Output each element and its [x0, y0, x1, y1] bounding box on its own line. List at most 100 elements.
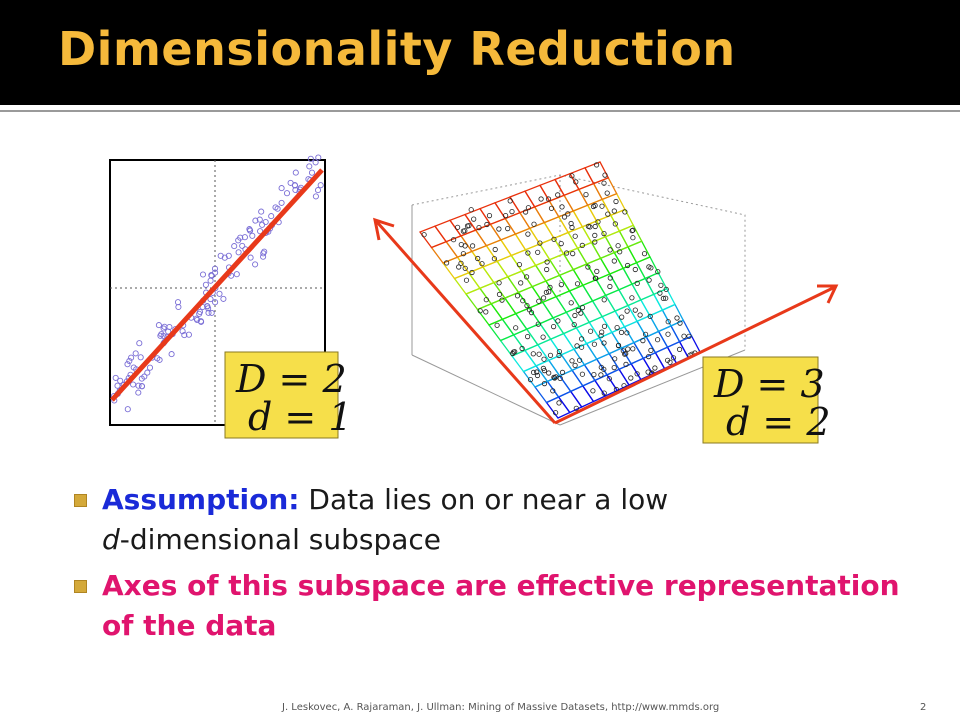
surface-point [570, 251, 576, 257]
scatter-point [291, 182, 298, 189]
surface-point [601, 390, 607, 396]
surface-point [574, 343, 580, 349]
surface-point [579, 304, 586, 311]
surface-point [469, 269, 475, 276]
surface-point [454, 224, 461, 230]
surface-point [544, 266, 550, 273]
surface-point [534, 372, 541, 379]
surface-point [677, 320, 683, 326]
surface-point [611, 208, 617, 214]
surface-point [559, 204, 565, 210]
scatter-point [317, 182, 324, 189]
mesh-cell [644, 271, 668, 296]
surface-point [629, 228, 635, 234]
surface-point [460, 228, 466, 234]
surface-point [450, 237, 457, 243]
surface-point [573, 179, 579, 185]
mesh-cell [601, 192, 626, 217]
surface-point [658, 282, 664, 288]
surface-point [537, 240, 543, 246]
surface-point [590, 388, 596, 394]
surface-point [530, 351, 536, 357]
surface-point [572, 233, 578, 239]
surface-point [593, 275, 599, 281]
surface-point [545, 196, 552, 202]
scatter-point [308, 169, 316, 176]
mesh-cell [563, 188, 589, 212]
surface-point [558, 281, 564, 288]
scatter-point [239, 242, 246, 249]
surface-point [477, 308, 483, 314]
surface-point [645, 353, 652, 360]
surface-point [575, 307, 581, 314]
surface-point [496, 226, 502, 232]
surface-point [647, 313, 653, 319]
bullet-1-italic: d [102, 523, 120, 556]
scatter-point [146, 364, 154, 371]
scatter-point [175, 303, 182, 311]
surface-point [460, 251, 466, 257]
scatter-point [194, 316, 201, 324]
surface-point [514, 293, 521, 299]
surface-point [615, 342, 622, 349]
surface-point [601, 297, 607, 303]
label-box-2d [224, 351, 339, 439]
surface-point [590, 203, 597, 210]
surface-point [629, 295, 635, 301]
title-bar: Dimensionality Reduction [0, 0, 960, 105]
scatter-point [312, 193, 319, 200]
surface-point [468, 207, 474, 213]
label-2d-line1: D = 2 [235, 357, 347, 401]
scatter-point [217, 252, 224, 259]
surface-point [625, 346, 631, 352]
surface-point [516, 261, 523, 268]
surface-point [471, 216, 477, 222]
surface-point [648, 265, 654, 271]
scatter-point [307, 155, 314, 162]
scatter-point [128, 354, 135, 361]
surface-point [642, 331, 649, 337]
surface-point [640, 337, 646, 344]
surface-point [601, 323, 608, 329]
surface-point [496, 291, 503, 297]
surface-point [624, 308, 630, 314]
scatter-point [212, 299, 219, 306]
surface-point [591, 341, 598, 347]
surface-point [628, 375, 634, 381]
scatter-point [247, 254, 254, 261]
surface-point [479, 261, 485, 267]
surface-point [612, 221, 618, 227]
surface-point [491, 256, 497, 262]
surface-point [552, 410, 559, 416]
scatter-point [272, 204, 279, 211]
surface-point [523, 274, 530, 280]
surface-point [605, 211, 611, 217]
surface-point [681, 333, 687, 339]
mesh-cell [609, 208, 635, 232]
surface-point [476, 225, 482, 231]
surface-point [462, 265, 468, 271]
surface-point [622, 209, 628, 215]
surface-point [535, 249, 541, 255]
mesh-cell [661, 303, 685, 327]
surface-point [663, 295, 669, 301]
scatter-point [155, 322, 162, 329]
surface-point [620, 348, 626, 354]
surface-point [530, 369, 537, 375]
surface-point [483, 309, 489, 315]
surface-point [660, 295, 667, 301]
scatter-point [216, 290, 223, 297]
surface-point [646, 277, 652, 283]
surface-point [525, 231, 531, 237]
surface-point [574, 281, 581, 287]
surface-point [618, 329, 625, 335]
surface-point [544, 259, 550, 265]
surface-point [519, 345, 525, 352]
label-3d-line2: d = 2 [726, 400, 831, 444]
surface-point [573, 405, 579, 411]
surface-point [559, 369, 566, 375]
scatter-point [135, 382, 142, 389]
surface-point [611, 364, 617, 371]
surface-point [534, 369, 540, 375]
scatter-point [124, 361, 131, 368]
